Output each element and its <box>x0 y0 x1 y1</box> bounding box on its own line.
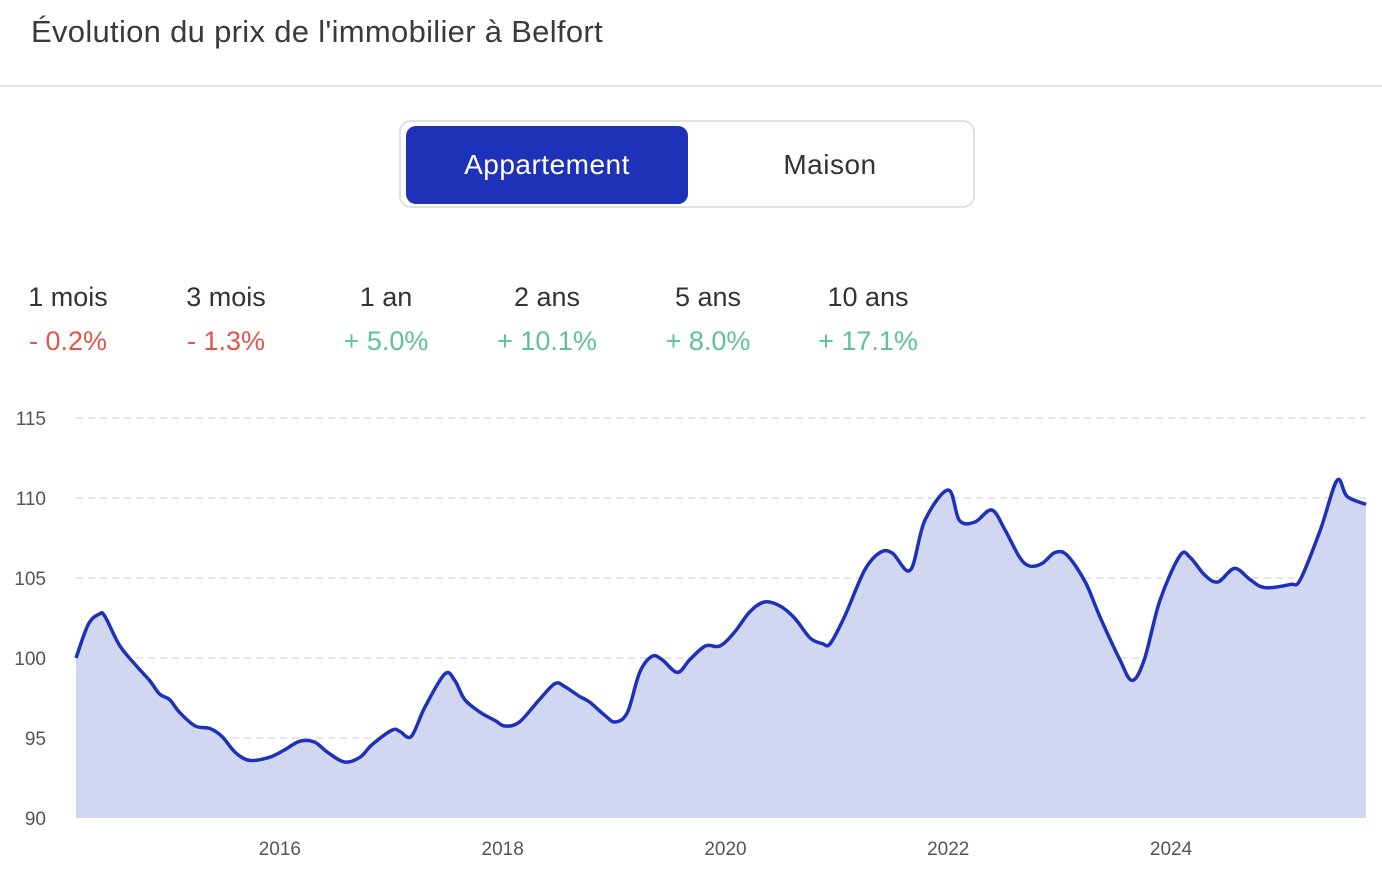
x-tick-label: 2020 <box>704 839 746 860</box>
y-tick-label: 105 <box>14 569 46 590</box>
series-line <box>74 477 1367 764</box>
header-divider <box>0 85 1382 87</box>
stat-label: 5 ans <box>674 282 742 312</box>
stat-5-ans: 5 ans + 8.0% <box>628 282 788 357</box>
area-fill <box>76 479 1366 818</box>
tab-appartement[interactable]: Appartement <box>406 126 688 204</box>
x-tick-label: 2016 <box>259 839 301 860</box>
y-tick-label: 90 <box>25 809 46 830</box>
stat-label: 1 mois <box>28 282 108 312</box>
y-tick-label: 95 <box>25 729 46 750</box>
stat-label: 10 ans <box>827 282 909 312</box>
stat-value: + 17.1% <box>818 326 918 356</box>
stat-value: + 5.0% <box>343 326 429 356</box>
x-tick-label: 2024 <box>1150 839 1193 860</box>
stat-value: - 1.3% <box>186 326 266 356</box>
property-type-toggle: Appartement Maison <box>399 120 975 208</box>
y-tick-label: 100 <box>14 649 46 670</box>
y-tick-label: 115 <box>16 409 46 430</box>
stat-label: 3 mois <box>186 282 266 312</box>
page-title: Évolution du prix de l'immobilier à Belf… <box>31 14 603 49</box>
stat-1-an: 1 an + 5.0% <box>306 282 466 357</box>
stat-10-ans: 10 ans + 17.1% <box>788 282 948 357</box>
stat-1-mois: 1 mois - 0.2% <box>0 282 148 357</box>
stat-value: - 0.2% <box>28 326 108 356</box>
x-tick-label: 2022 <box>927 839 969 860</box>
y-tick-label: 110 <box>16 489 46 510</box>
stat-label: 1 an <box>359 282 413 312</box>
stat-label: 2 ans <box>513 282 581 312</box>
price-chart[interactable]: 90 95 100 105 110 115 2016 2018 2020 2022 2024 <box>0 400 1382 880</box>
stat-value: + 10.1% <box>497 326 597 356</box>
tab-maison[interactable]: Maison <box>783 149 877 180</box>
x-tick-label: 2018 <box>482 839 524 860</box>
stat-2-ans: 2 ans + 10.1% <box>467 282 627 357</box>
stat-3-mois: 3 mois - 1.3% <box>146 282 306 357</box>
stat-value: + 8.0% <box>665 326 751 356</box>
